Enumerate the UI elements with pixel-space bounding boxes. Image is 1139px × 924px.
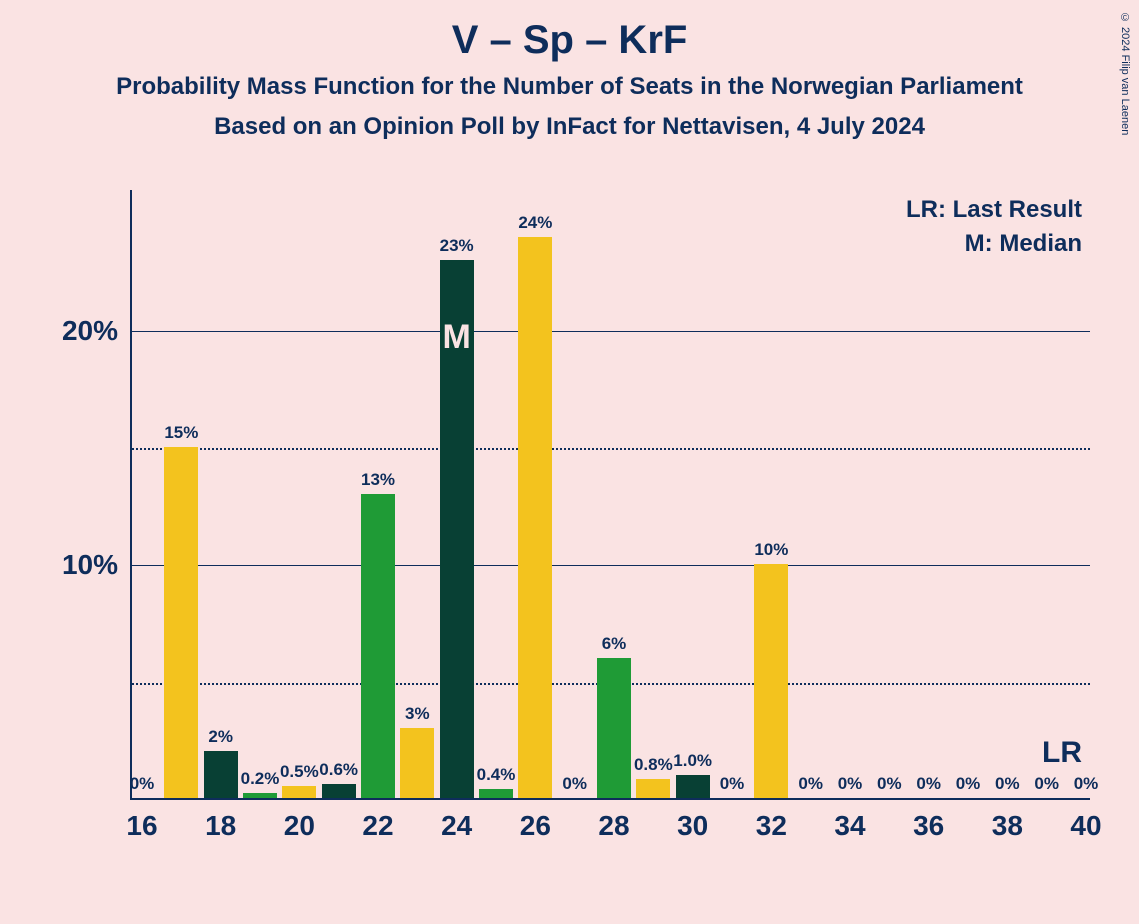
subtitle-1: Probability Mass Function for the Number… (0, 73, 1139, 101)
copyright-text: © 2024 Filip van Laenen (1119, 12, 1131, 135)
bar: 10% (754, 564, 788, 798)
bar: 0.2% (243, 793, 277, 798)
bar-value-label: 0.4% (477, 765, 516, 785)
bar-value-label: 1.0% (673, 751, 712, 771)
bar-value-label: 0% (1034, 774, 1059, 794)
gridline (132, 331, 1090, 332)
bar-value-label: 0% (956, 774, 981, 794)
subtitle-2: Based on an Opinion Poll by InFact for N… (0, 113, 1139, 141)
bar: 6% (597, 658, 631, 798)
x-tick-label: 16 (126, 810, 157, 842)
pmf-chart: LR: Last Result M: Median 10%20%0%15%2%0… (60, 190, 1110, 870)
bar-value-label: 13% (361, 470, 395, 490)
x-tick-label: 24 (441, 810, 472, 842)
bar-value-label: 0% (877, 774, 902, 794)
x-tick-label: 28 (598, 810, 629, 842)
x-tick-label: 36 (913, 810, 944, 842)
x-tick-label: 32 (756, 810, 787, 842)
last-result-marker: LR (1042, 736, 1082, 770)
bar-value-label: 0.2% (241, 769, 280, 789)
bar-value-label: 24% (518, 213, 552, 233)
legend: LR: Last Result M: Median (906, 196, 1082, 264)
bar-value-label: 0.5% (280, 762, 319, 782)
bar-value-label: 23% (440, 236, 474, 256)
bar-value-label: 0% (130, 774, 155, 794)
legend-m: M: Median (906, 230, 1082, 258)
y-axis (130, 190, 132, 800)
bar-value-label: 0.8% (634, 755, 673, 775)
bar-value-label: 0% (838, 774, 863, 794)
bar-value-label: 0% (995, 774, 1020, 794)
legend-lr: LR: Last Result (906, 196, 1082, 224)
bar: 1.0% (676, 775, 710, 798)
bar: 15% (164, 447, 198, 798)
bar: 0.6% (322, 784, 356, 798)
bar: 0.8% (636, 779, 670, 798)
x-tick-label: 34 (834, 810, 865, 842)
y-tick-label: 10% (62, 549, 118, 581)
title-block: V – Sp – KrF Probability Mass Function f… (0, 0, 1139, 141)
bar-value-label: 15% (164, 423, 198, 443)
main-title: V – Sp – KrF (0, 18, 1139, 63)
x-tick-label: 22 (362, 810, 393, 842)
median-marker: M (442, 318, 470, 357)
bar-value-label: 0% (798, 774, 823, 794)
bar-value-label: 3% (405, 704, 430, 724)
gridline (132, 565, 1090, 566)
bar-value-label: 10% (754, 540, 788, 560)
bar-value-label: 0% (562, 774, 587, 794)
x-tick-label: 26 (520, 810, 551, 842)
x-tick-label: 38 (992, 810, 1023, 842)
x-tick-label: 20 (284, 810, 315, 842)
bar: 2% (204, 751, 238, 798)
bar: 13% (361, 494, 395, 798)
bar-value-label: 6% (602, 634, 627, 654)
x-tick-label: 30 (677, 810, 708, 842)
bar: 0.5% (282, 786, 316, 798)
gridline-minor (132, 448, 1090, 450)
plot-area: LR: Last Result M: Median 10%20%0%15%2%0… (130, 190, 1090, 800)
x-tick-label: 18 (205, 810, 236, 842)
bar: 3% (400, 728, 434, 798)
bar-value-label: 0.6% (319, 760, 358, 780)
x-tick-label: 40 (1070, 810, 1101, 842)
bar: 24% (518, 237, 552, 798)
bar-value-label: 0% (720, 774, 745, 794)
y-tick-label: 20% (62, 315, 118, 347)
bar-value-label: 2% (208, 727, 233, 747)
bar-value-label: 0% (1074, 774, 1099, 794)
bar-value-label: 0% (916, 774, 941, 794)
bar: 23%M (440, 260, 474, 798)
x-axis (130, 798, 1090, 800)
bar: 0.4% (479, 789, 513, 798)
